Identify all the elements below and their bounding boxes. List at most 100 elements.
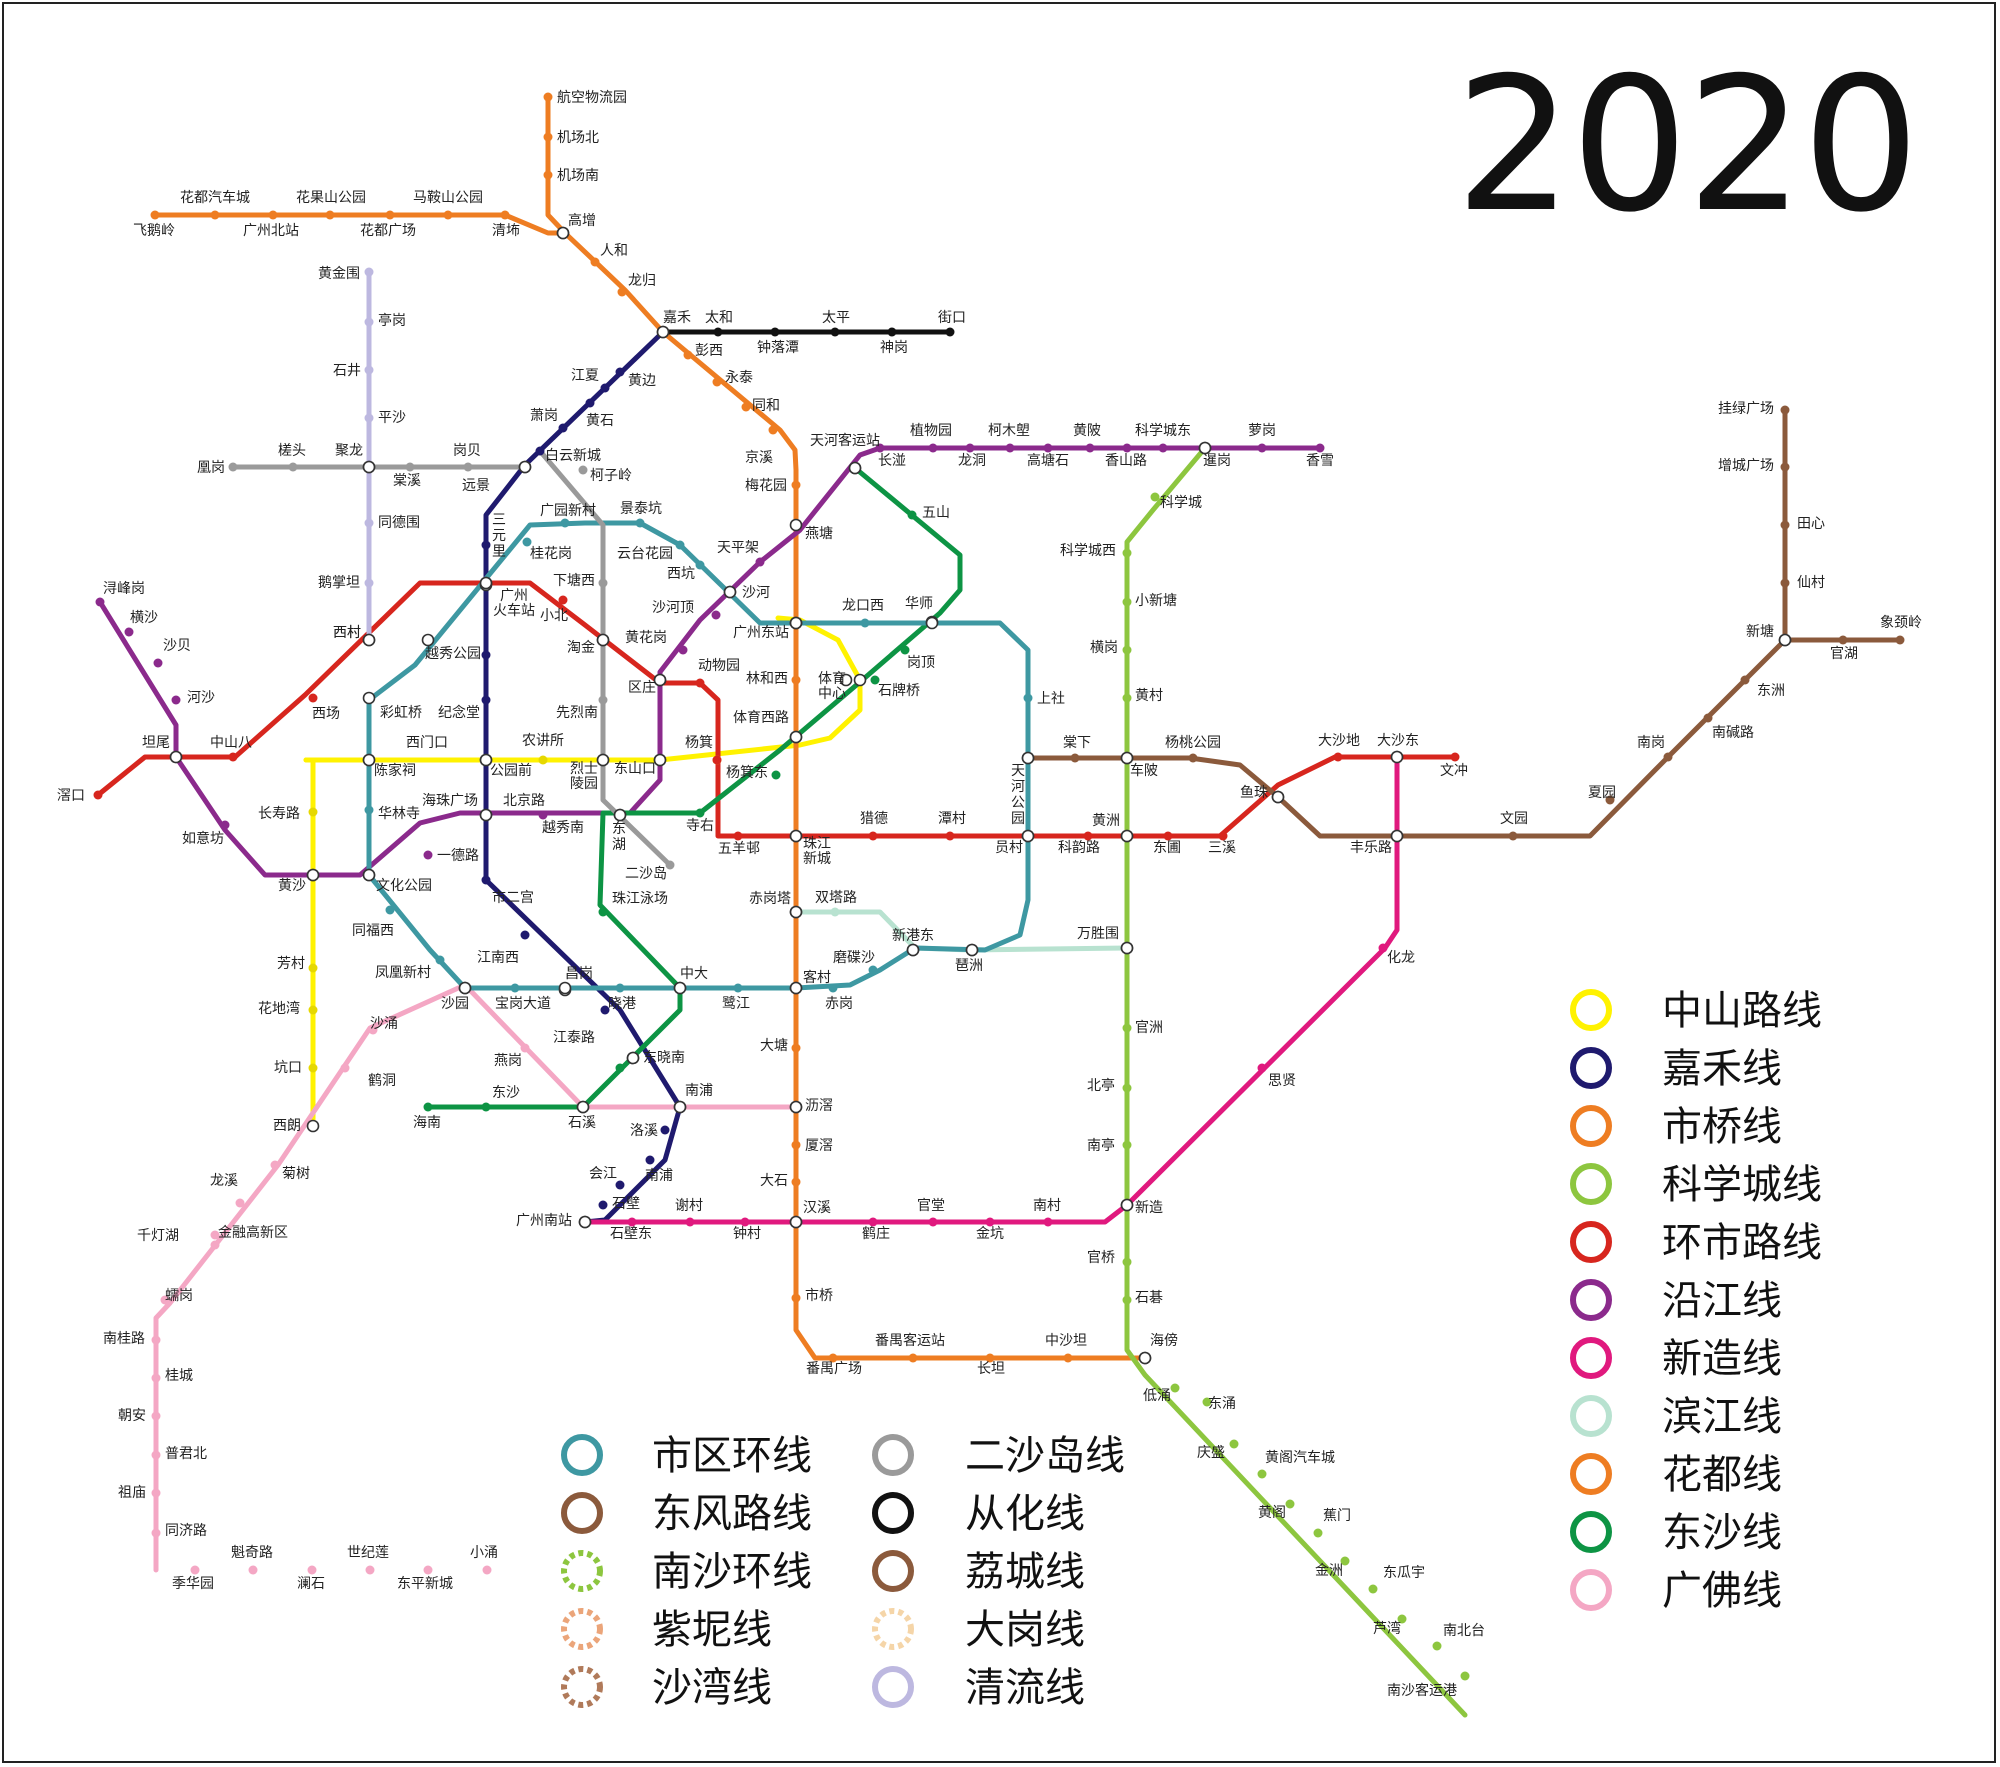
interchange-station-11-15[interactable] xyxy=(848,461,862,475)
station-7-3[interactable] xyxy=(171,695,181,705)
station-8-10[interactable] xyxy=(1257,1063,1267,1073)
station-11-14[interactable] xyxy=(907,510,917,520)
station-12-17[interactable] xyxy=(340,1063,350,1073)
station-2-4[interactable] xyxy=(308,1063,318,1073)
station-7-16[interactable] xyxy=(755,557,765,567)
station-18-0[interactable] xyxy=(364,267,374,277)
station-7-15[interactable] xyxy=(711,610,721,620)
interchange-station-7-6[interactable] xyxy=(306,868,320,882)
station-6-13[interactable] xyxy=(868,831,878,841)
station-19-3[interactable] xyxy=(405,462,415,472)
station-4-5[interactable] xyxy=(617,287,627,297)
interchange-station-13-13[interactable] xyxy=(723,585,737,599)
station-13-22[interactable] xyxy=(868,965,878,975)
station-13-12[interactable] xyxy=(695,560,705,570)
station-3-16[interactable] xyxy=(600,1005,610,1015)
station-18-6[interactable] xyxy=(364,578,374,588)
interchange-station-4-6[interactable] xyxy=(656,325,670,339)
station-6-18[interactable] xyxy=(1163,831,1173,841)
station-18-3[interactable] xyxy=(364,413,374,423)
station-3-21[interactable] xyxy=(615,1180,625,1190)
station-12-13[interactable] xyxy=(210,1240,220,1250)
station-3-4[interactable] xyxy=(558,423,568,433)
station-15-1[interactable] xyxy=(770,327,780,337)
station-7-19[interactable] xyxy=(875,443,885,453)
station-17-1[interactable] xyxy=(598,578,608,588)
station-7-8[interactable] xyxy=(423,850,433,860)
station-5-17[interactable] xyxy=(1202,1397,1212,1407)
station-11-3[interactable] xyxy=(615,1063,625,1073)
station-4-1[interactable] xyxy=(543,132,553,142)
interchange-station-0-7[interactable] xyxy=(839,673,853,687)
station-15-2[interactable] xyxy=(830,327,840,337)
station-4-9[interactable] xyxy=(741,402,751,412)
station-16-1[interactable] xyxy=(1780,462,1790,472)
station-4-22[interactable] xyxy=(791,1177,801,1187)
station-17-5[interactable] xyxy=(665,860,675,870)
station-15-4[interactable] xyxy=(945,327,955,337)
interchange-station-8-4[interactable] xyxy=(789,1215,803,1229)
station-14-10[interactable] xyxy=(1740,675,1750,685)
station-12-6[interactable] xyxy=(151,1528,161,1538)
station-6-11[interactable] xyxy=(733,831,743,841)
station-12-2[interactable] xyxy=(307,1565,317,1575)
station-12-16[interactable] xyxy=(270,1160,280,1170)
station-6-9[interactable] xyxy=(695,678,705,688)
station-12-0[interactable] xyxy=(190,1565,200,1575)
station-6-23[interactable] xyxy=(1450,752,1460,762)
station-8-5[interactable] xyxy=(868,1217,878,1227)
station-15-0[interactable] xyxy=(713,327,723,337)
station-3-14[interactable] xyxy=(520,930,530,940)
interchange-station-13-21[interactable] xyxy=(906,943,920,957)
station-4-24[interactable] xyxy=(791,1293,801,1303)
station-8-1[interactable] xyxy=(627,1217,637,1227)
station-6-0[interactable] xyxy=(93,790,103,800)
interchange-station-12-23[interactable] xyxy=(789,1100,803,1114)
interchange-station-3-11[interactable] xyxy=(479,753,493,767)
station-7-25[interactable] xyxy=(1122,443,1132,453)
interchange-station-9-0[interactable] xyxy=(789,905,803,919)
station-12-14[interactable] xyxy=(210,1230,220,1240)
station-5-9[interactable] xyxy=(1122,1023,1132,1033)
station-8-8[interactable] xyxy=(1043,1217,1053,1227)
station-2-0[interactable] xyxy=(308,807,318,817)
interchange-station-7-4[interactable] xyxy=(169,750,183,764)
interchange-station-5-15[interactable] xyxy=(1138,1351,1152,1365)
station-6-21[interactable] xyxy=(1333,752,1343,762)
station-7-23[interactable] xyxy=(1043,443,1053,453)
station-7-2[interactable] xyxy=(153,658,163,668)
station-7-26[interactable] xyxy=(1158,443,1168,453)
interchange-station-7-9[interactable] xyxy=(479,808,493,822)
interchange-station-13-6[interactable] xyxy=(421,633,435,647)
station-12-7[interactable] xyxy=(151,1488,161,1498)
station-14-6[interactable] xyxy=(1508,831,1518,841)
station-11-6[interactable] xyxy=(598,907,608,917)
station-7-24[interactable] xyxy=(1085,443,1095,453)
station-3-2[interactable] xyxy=(600,383,610,393)
station-12-1[interactable] xyxy=(248,1565,258,1575)
station-0-2[interactable] xyxy=(538,755,548,765)
station-18-1[interactable] xyxy=(364,317,374,327)
station-12-12[interactable] xyxy=(160,1295,170,1305)
interchange-station-13-2[interactable] xyxy=(362,868,376,882)
station-12-11[interactable] xyxy=(151,1335,161,1345)
station-3-5[interactable] xyxy=(535,446,545,456)
interchange-station-13-20[interactable] xyxy=(965,943,979,957)
station-13-10[interactable] xyxy=(635,518,645,528)
station-5-5[interactable] xyxy=(1122,693,1132,703)
interchange-station-13-14[interactable] xyxy=(789,616,803,630)
interchange-station-14-2[interactable] xyxy=(1120,751,1134,765)
station-13-11[interactable] xyxy=(675,540,685,550)
interchange-station-4-12[interactable] xyxy=(789,518,803,532)
station-11-8[interactable] xyxy=(695,808,705,818)
station-12-3[interactable] xyxy=(365,1565,375,1575)
station-5-25[interactable] xyxy=(1432,1641,1442,1651)
station-11-12[interactable] xyxy=(870,675,880,685)
interchange-station-13-16[interactable] xyxy=(925,616,939,630)
station-13-17[interactable] xyxy=(1023,693,1033,703)
interchange-station-13-24[interactable] xyxy=(789,981,803,995)
interchange-station-13-7[interactable] xyxy=(479,576,493,590)
station-4-2[interactable] xyxy=(543,170,553,180)
station-10-6[interactable] xyxy=(500,210,510,220)
station-10-3[interactable] xyxy=(325,210,335,220)
